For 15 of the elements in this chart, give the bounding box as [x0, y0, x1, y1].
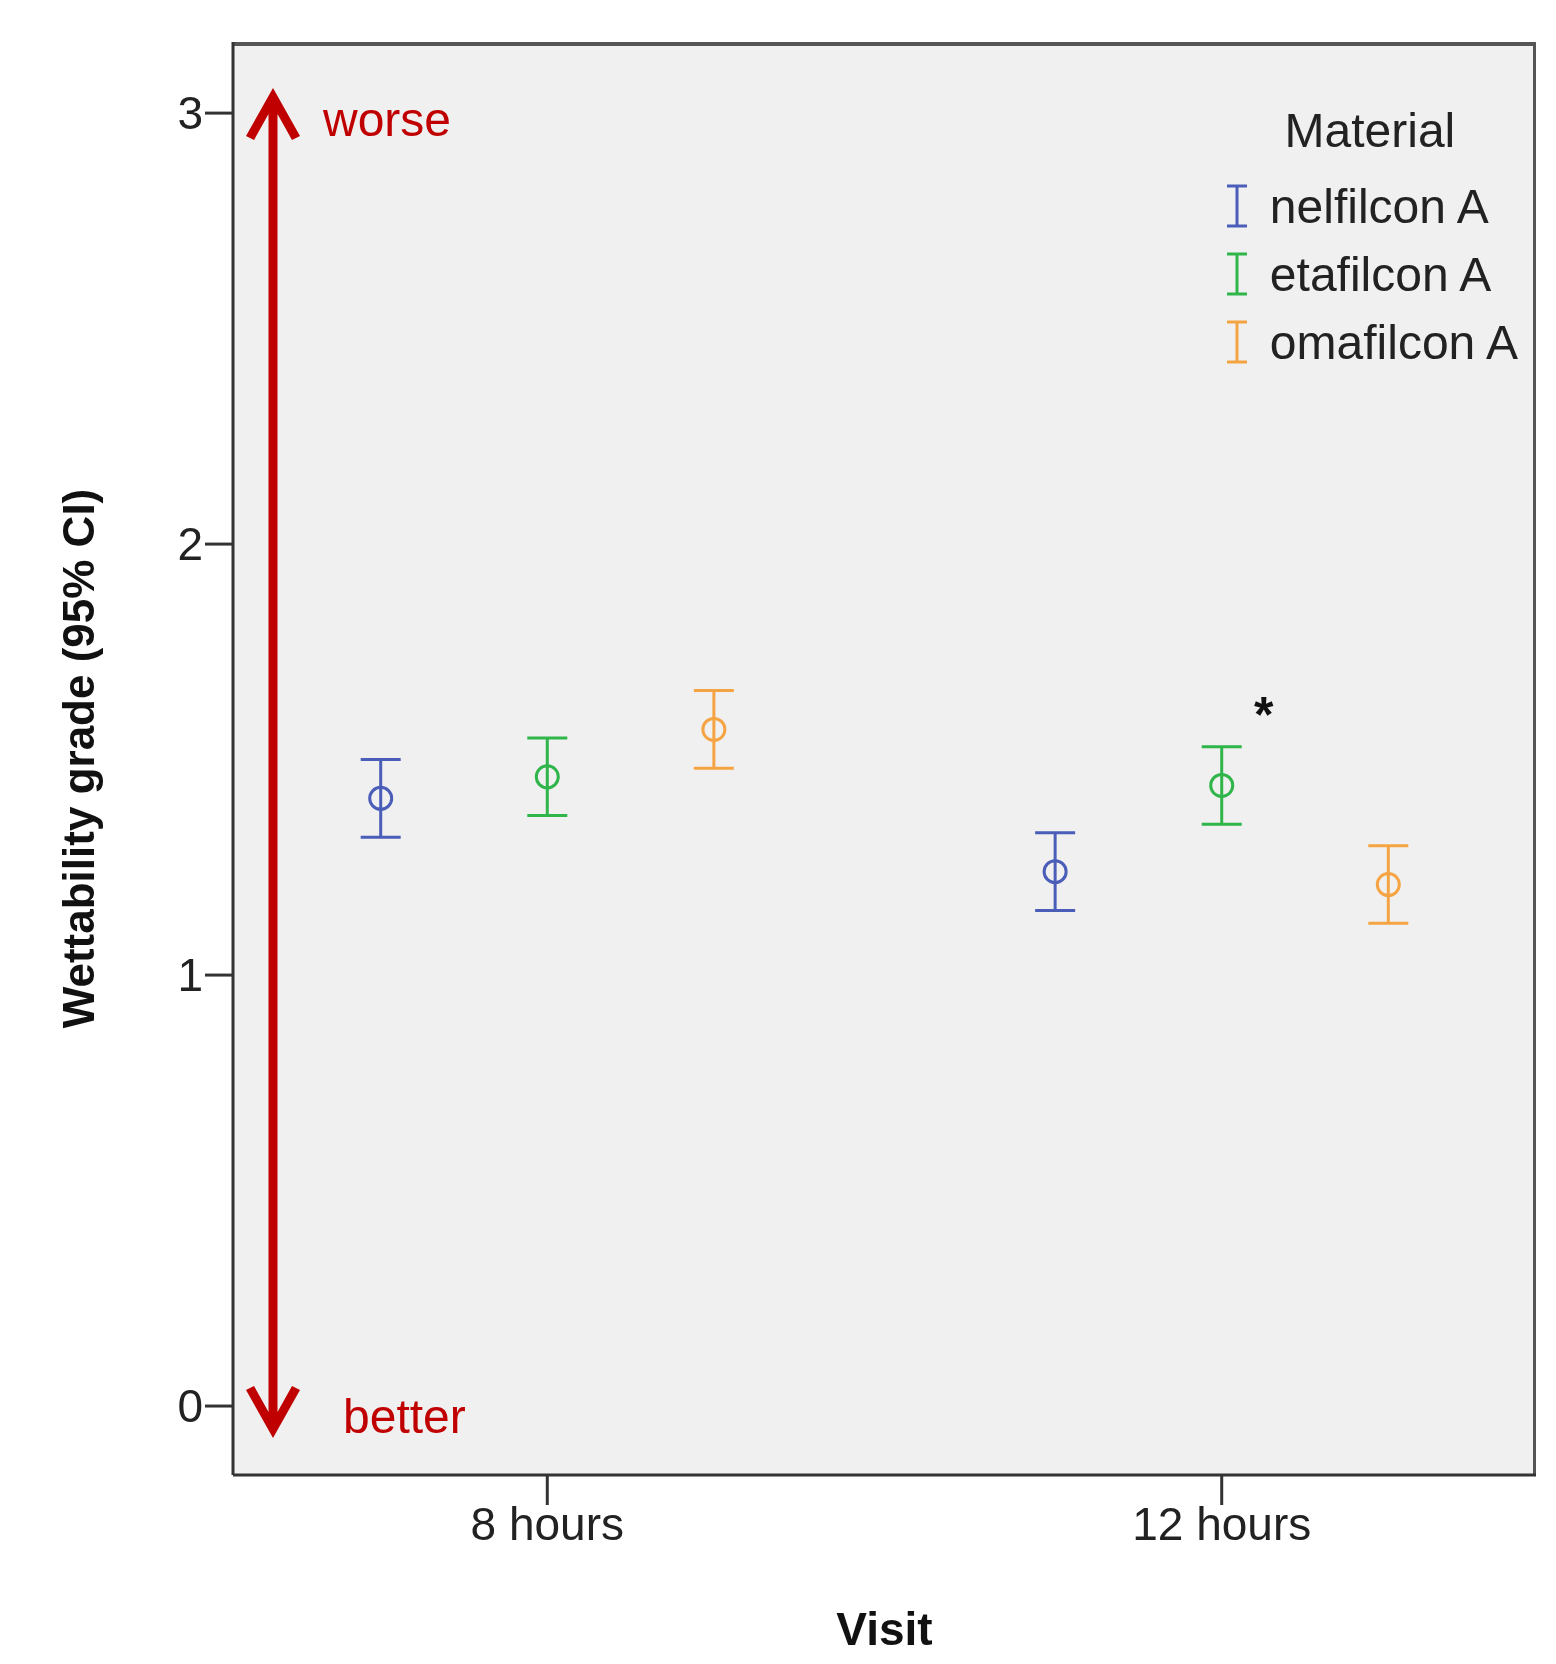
x-axis-title: Visit — [836, 1603, 933, 1655]
legend-title: Material — [1283, 103, 1457, 158]
legend-label: omafilcon A — [1269, 314, 1518, 370]
y-tick-label: 1 — [177, 949, 203, 1002]
annotation: worse — [322, 93, 452, 146]
y-axis-title: Wettability grade (95% CI) — [53, 488, 103, 1029]
y-tick-label: 2 — [177, 518, 203, 571]
x-tick-label: 12 hours — [1132, 1497, 1312, 1550]
x-tick-label: 8 hours — [470, 1497, 624, 1550]
y-tick-label: 3 — [177, 87, 203, 140]
annotation: better — [343, 1390, 466, 1443]
legend-label: etafilcon A — [1269, 246, 1492, 302]
y-tick-label: 0 — [177, 1380, 203, 1433]
annotation: * — [1253, 686, 1274, 743]
legend-label: nelfilcon A — [1269, 178, 1489, 234]
